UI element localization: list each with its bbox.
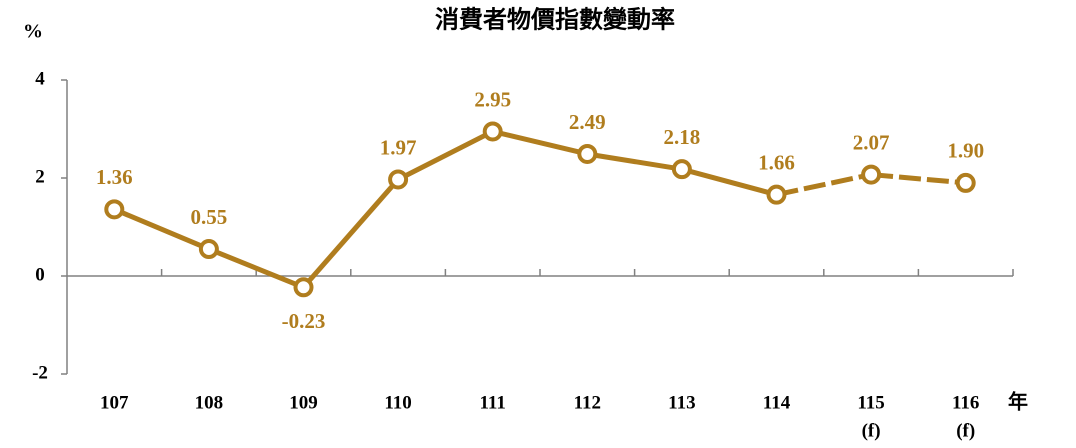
point (766, 184, 787, 205)
point (861, 164, 882, 185)
line-segment (586, 151, 683, 172)
y-tick-label: 0 (35, 264, 45, 285)
x-tick-sublabel: (f) (862, 420, 881, 441)
x-tick-label: 108 (195, 392, 224, 413)
line-segment (492, 129, 588, 157)
data-label: 2.95 (474, 87, 511, 111)
data-label: 2.49 (569, 110, 606, 134)
point (671, 159, 692, 180)
x-tick-label: 114 (763, 392, 791, 413)
line-segment (113, 207, 210, 252)
line-segment (301, 177, 400, 289)
x-tick-label: 107 (100, 392, 129, 413)
chart-title: 消費者物價指數變動率 (435, 6, 675, 34)
y-tick-label: 4 (35, 68, 45, 89)
y-axis-label: % (23, 21, 43, 43)
data-label: 1.36 (96, 165, 133, 189)
y-tick-label: -2 (32, 362, 48, 383)
data-label: -0.23 (282, 309, 326, 333)
x-tick-label: 111 (479, 392, 505, 413)
point (198, 239, 219, 260)
line-segment (207, 246, 305, 290)
point (388, 169, 409, 190)
line-segment (681, 166, 778, 198)
forecast-segment (775, 172, 872, 198)
x-tick-sublabel: (f) (956, 420, 975, 441)
y-tick-label: 2 (35, 166, 45, 187)
x-tick-label: 110 (384, 392, 411, 413)
data-label: 1.97 (380, 135, 417, 159)
point (577, 143, 598, 164)
data-label: 2.07 (853, 130, 890, 154)
point (482, 121, 503, 142)
data-label: 1.90 (947, 139, 984, 163)
point (104, 199, 125, 220)
data-label: 1.66 (758, 150, 795, 174)
point (955, 172, 976, 193)
x-axis-label: 年 (1008, 390, 1028, 414)
line-segment (396, 129, 494, 182)
point (293, 277, 314, 298)
x-tick-label: 112 (574, 392, 601, 413)
x-tick-label: 115 (857, 392, 884, 413)
x-tick-label: 109 (289, 392, 318, 413)
x-tick-label: 116 (952, 392, 979, 413)
data-label: 2.18 (664, 125, 701, 149)
data-label: 0.55 (191, 205, 228, 229)
forecast-segment (870, 172, 966, 186)
x-tick-label: 113 (668, 392, 695, 413)
